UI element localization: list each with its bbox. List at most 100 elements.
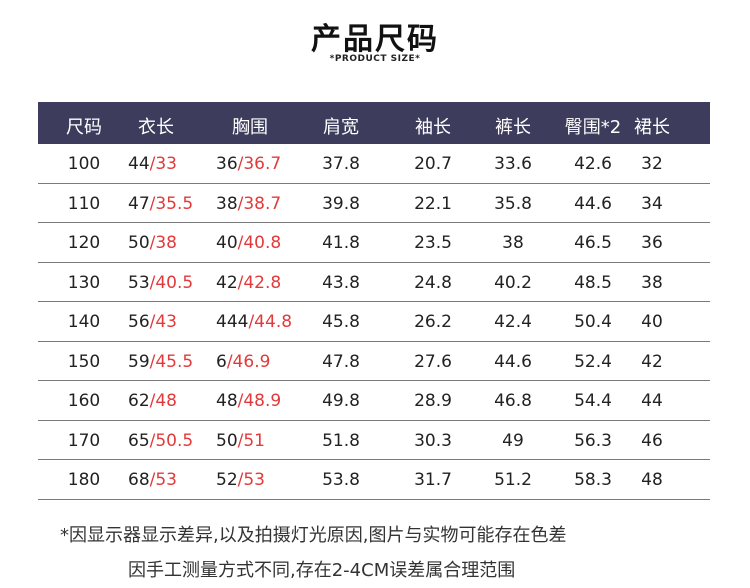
col-shoulder: 肩宽 — [323, 117, 359, 138]
length-cell-adult: /33 — [149, 154, 177, 174]
sleeve-cell: 26.2 — [414, 312, 452, 332]
chest-cell-adult: /53 — [237, 470, 265, 490]
hip-cell: 52.4 — [574, 351, 612, 372]
chest-cell: 6/46.9 — [216, 352, 296, 372]
chest-cell: 48/48.9 — [216, 391, 296, 411]
table-row: 170 65/50.5 50/51 51.8 30.3 49 56.3 46 — [38, 421, 710, 460]
hip-cell: 44.6 — [574, 193, 612, 214]
chest-cell-adult: /38.7 — [237, 193, 282, 214]
shoulder-cell: 53.8 — [322, 470, 360, 490]
length-cell-kids: 68 — [128, 470, 150, 490]
sleeve-cell: 30.3 — [414, 430, 452, 451]
chest-cell: 38/38.7 — [216, 194, 296, 214]
chest-cell-kids: 50 — [216, 430, 238, 451]
chest-cell-adult: /40.8 — [237, 233, 282, 253]
chest-cell-kids: 444 — [216, 312, 249, 332]
size-cell: 110 — [67, 193, 101, 214]
hip-cell: 46.5 — [574, 233, 612, 253]
table-row: 160 62/48 48/48.9 49.8 28.9 46.8 54.4 44 — [38, 381, 710, 421]
table-row: 100 44/33 36/36.7 37.8 20.7 33.6 42.6 32 — [38, 144, 710, 184]
col-chest: 胸围 — [232, 117, 268, 138]
length-cell-kids: 65 — [128, 430, 150, 451]
table-header: 尺码 衣长 胸围 肩宽 袖长 裤长 臀围*2 裙长 — [38, 102, 710, 144]
size-cell: 120 — [67, 233, 101, 253]
pants-cell: 51.2 — [494, 470, 532, 490]
chest-cell-adult: /44.8 — [248, 312, 293, 332]
length-cell: 50/38 — [128, 233, 208, 253]
chest-cell-adult: /51 — [237, 430, 265, 451]
hip-cell: 58.3 — [574, 470, 612, 490]
pants-cell: 35.8 — [494, 193, 532, 214]
length-cell: 68/53 — [128, 470, 208, 490]
sleeve-cell: 27.6 — [414, 351, 452, 372]
length-cell: 53/40.5 — [128, 273, 208, 293]
size-cell: 100 — [67, 154, 101, 174]
length-cell-adult: /48 — [149, 391, 177, 411]
length-cell: 44/33 — [128, 154, 208, 174]
hip-cell: 42.6 — [574, 154, 612, 174]
col-skirt: 裙长 — [634, 117, 670, 138]
sleeve-cell: 22.1 — [414, 193, 452, 214]
length-cell-adult: /38 — [149, 233, 177, 253]
shoulder-cell: 39.8 — [322, 193, 360, 214]
shoulder-cell: 37.8 — [322, 154, 360, 174]
sleeve-cell: 24.8 — [414, 272, 452, 293]
page-title: 产品尺码 — [311, 22, 439, 57]
table-row: 140 56/43 444/44.8 45.8 26.2 42.4 50.4 40 — [38, 302, 710, 342]
size-cell: 180 — [67, 470, 101, 490]
length-cell-kids: 56 — [128, 312, 150, 332]
length-cell: 62/48 — [128, 391, 208, 411]
disclaimer-line-1: *因显示器显示差异,以及拍摄灯光原因,图片与实物可能存在色差 — [60, 525, 567, 546]
chest-cell-kids: 6 — [216, 351, 227, 372]
shoulder-cell: 47.8 — [322, 351, 360, 372]
chest-cell: 52/53 — [216, 470, 296, 490]
length-cell-adult: /43 — [149, 312, 177, 332]
chest-cell-kids: 52 — [216, 470, 238, 490]
length-cell-adult: /53 — [149, 470, 177, 490]
disclaimer-line-2: 因手工测量方式不同,存在2-4CM误差属合理范围 — [128, 560, 516, 581]
col-size: 尺码 — [66, 117, 102, 138]
shoulder-cell: 43.8 — [322, 272, 360, 293]
length-cell-adult: /45.5 — [149, 351, 194, 372]
table-row: 130 53/40.5 42/42.8 43.8 24.8 40.2 48.5 38 — [38, 263, 710, 302]
length-cell-kids: 59 — [128, 351, 150, 372]
skirt-cell: 46 — [641, 430, 663, 451]
hip-cell: 48.5 — [574, 272, 612, 293]
length-cell: 59/45.5 — [128, 352, 208, 372]
length-cell: 56/43 — [128, 312, 208, 332]
size-cell: 140 — [67, 312, 101, 332]
pants-cell: 44.6 — [494, 351, 532, 372]
shoulder-cell: 51.8 — [322, 430, 360, 451]
size-cell: 150 — [67, 351, 101, 372]
length-cell-kids: 62 — [128, 391, 150, 411]
table-body: 100 44/33 36/36.7 37.8 20.7 33.6 42.6 32 110 47/3… — [38, 144, 710, 500]
skirt-cell: 34 — [641, 193, 663, 214]
chest-cell-adult: /42.8 — [237, 272, 282, 293]
pants-cell: 42.4 — [494, 312, 532, 332]
skirt-cell: 42 — [641, 351, 663, 372]
hip-cell: 56.3 — [574, 430, 612, 451]
sleeve-cell: 23.5 — [414, 233, 452, 253]
chest-cell-adult: /36.7 — [237, 154, 282, 174]
col-length: 衣长 — [138, 117, 174, 138]
chest-cell-kids: 38 — [216, 193, 238, 214]
length-cell-kids: 53 — [128, 272, 150, 293]
length-cell: 47/35.5 — [128, 194, 208, 214]
length-cell: 65/50.5 — [128, 431, 208, 451]
chest-cell-adult: /48.9 — [237, 391, 282, 411]
skirt-cell: 38 — [641, 272, 663, 293]
length-cell-kids: 50 — [128, 233, 150, 253]
pants-cell: 46.8 — [494, 391, 532, 411]
sleeve-cell: 28.9 — [414, 391, 452, 411]
shoulder-cell: 45.8 — [322, 312, 360, 332]
pants-cell: 33.6 — [494, 154, 532, 174]
chest-cell: 40/40.8 — [216, 233, 296, 253]
col-pants: 裤长 — [495, 117, 531, 138]
table-row: 110 47/35.5 38/38.7 39.8 22.1 35.8 44.6 34 — [38, 184, 710, 223]
chest-cell-kids: 36 — [216, 154, 238, 174]
length-cell-adult: /35.5 — [149, 193, 194, 214]
sleeve-cell: 20.7 — [414, 154, 452, 174]
size-cell: 170 — [67, 430, 101, 451]
table-row: 180 68/53 52/53 53.8 31.7 51.2 58.3 48 — [38, 460, 710, 500]
size-cell: 130 — [67, 272, 101, 293]
